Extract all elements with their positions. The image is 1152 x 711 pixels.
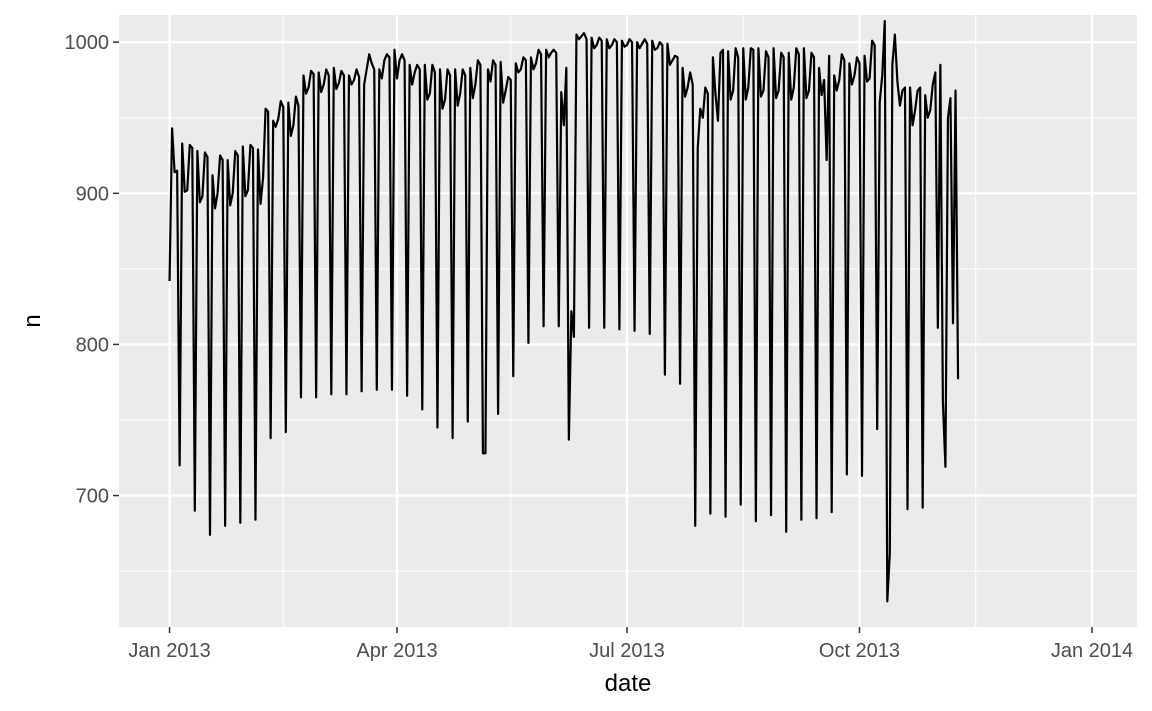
y-axis-ticks: 700 800 900 1000 — [65, 32, 119, 508]
series-line — [168, 19, 960, 603]
x-axis-title: date — [605, 670, 652, 697]
x-tick-label: Jul 2013 — [589, 640, 665, 662]
x-axis-ticks: Jan 2013 Apr 2013 Jul 2013 Oct 2013 Jan 2014 — [128, 627, 1133, 662]
y-tick-label: 1000 — [65, 32, 110, 54]
x-tick-label: Jan 2014 — [1051, 640, 1133, 662]
y-tick-label: 900 — [76, 183, 109, 205]
y-tick-label: 700 — [76, 486, 109, 508]
x-tick-label: Oct 2013 — [819, 640, 900, 662]
x-tick-label: Apr 2013 — [356, 640, 437, 662]
y-tick-label: 800 — [76, 334, 109, 356]
y-axis-title: n — [19, 314, 46, 327]
x-tick-label: Jan 2013 — [128, 640, 210, 662]
